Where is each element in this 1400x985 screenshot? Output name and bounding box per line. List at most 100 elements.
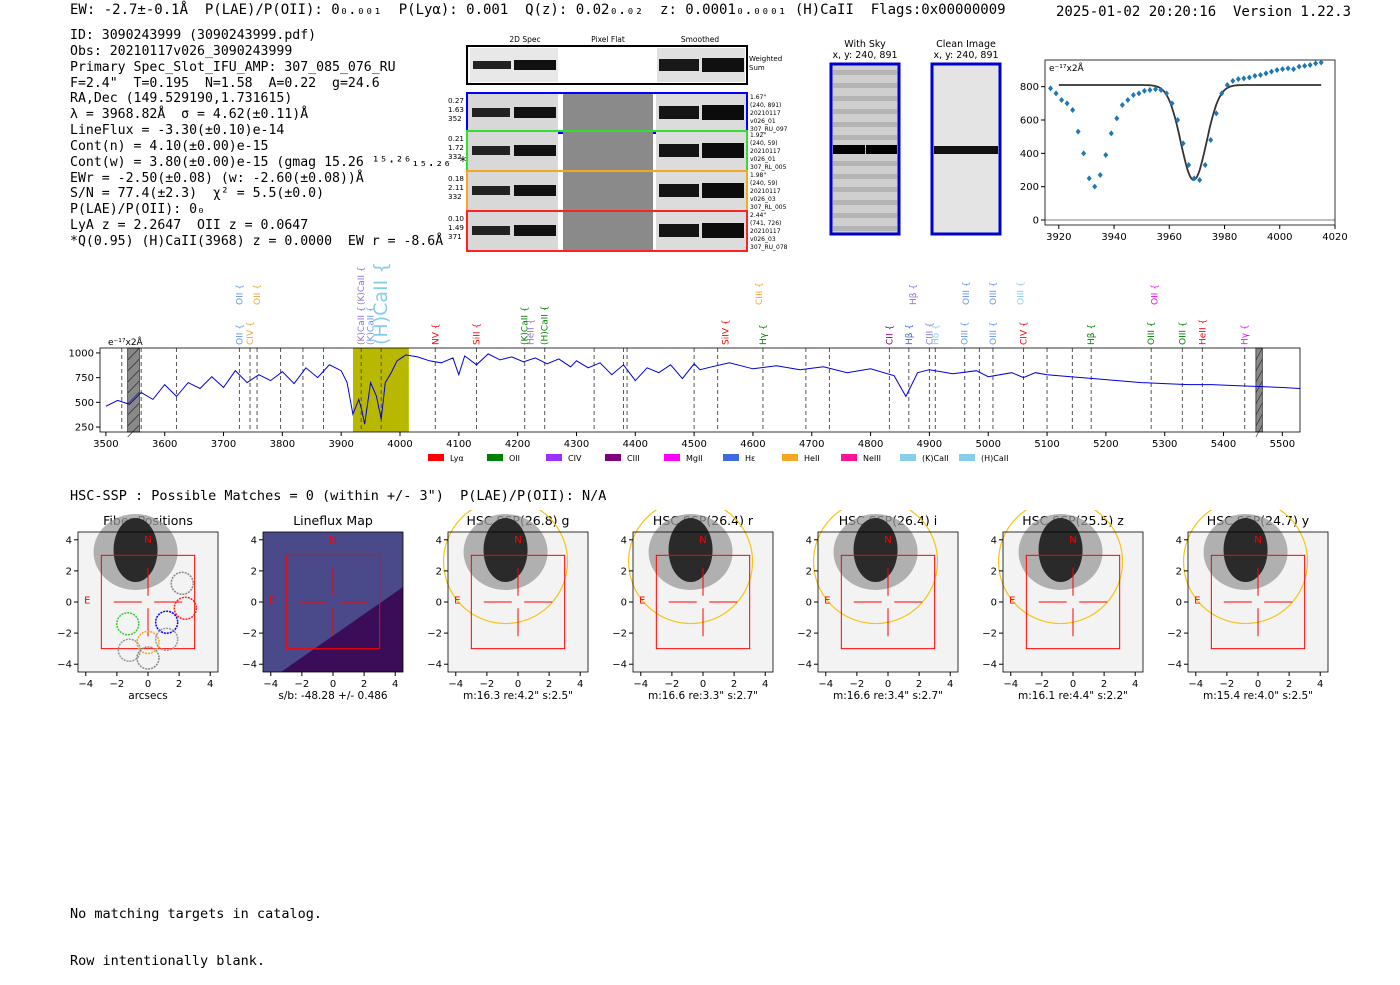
hatch-line <box>1255 347 1263 361</box>
x-tick-label: 4 <box>947 679 953 690</box>
cutout-row-meta: v026_03 <box>750 196 776 203</box>
x-tick-label: 3800 <box>270 439 295 450</box>
data-point <box>1208 137 1214 143</box>
hatch-line <box>127 413 140 427</box>
data-point <box>1252 72 1258 79</box>
data-point <box>1086 175 1092 182</box>
x-tick-label: −2 <box>665 679 680 690</box>
x-tick-label: −2 <box>110 679 125 690</box>
panel-caption: s/b: -48.28 +/- 0.486 <box>278 690 388 702</box>
cutout-row-stat: 0.27 <box>448 96 464 105</box>
compass-north: N <box>514 535 521 546</box>
info-line: Cont(w) = 3.80(±0.00)e-15 (gmag 15.26 ¹⁵… <box>70 154 475 170</box>
cutout-row-meta: 1.67" <box>750 94 766 101</box>
galaxy-core <box>113 518 158 582</box>
y-tick-label: 4 <box>991 535 997 546</box>
legend-label: CIII <box>627 454 640 463</box>
legend-swatch <box>428 454 444 461</box>
sky-stripe <box>833 96 897 101</box>
x-tick-label: 3600 <box>152 439 177 450</box>
pixel-flat-panel <box>563 132 653 170</box>
aperture-circle <box>627 510 754 625</box>
legend-swatch <box>782 454 798 461</box>
line-id-label: OII { <box>235 324 245 345</box>
y-tick-label: −2 <box>612 629 627 640</box>
hatch-line <box>127 391 140 405</box>
x-tick-label: −2 <box>1220 679 1235 690</box>
line-id-label: OIII { <box>961 321 971 345</box>
spec-2d-trace <box>472 108 510 117</box>
cutout-row-stat: 332 <box>448 192 462 201</box>
cutout-row-stat: 1.49 <box>448 223 464 232</box>
x-tick-label: 2 <box>916 679 922 690</box>
sky-stripe <box>833 174 897 179</box>
y-tick-label: 400 <box>1020 149 1039 160</box>
image-panel: Lineflux Map N E −4 −4 −2 −2 0 0 2 2 4 4 s/b: -48.28 … <box>242 513 404 702</box>
x-tick-label: 2 <box>1286 679 1292 690</box>
with-sky-coords: x, y: 240, 891 <box>832 50 897 61</box>
clean-image-title: Clean Image <box>936 39 996 50</box>
info-line: LineFlux = -3.30(±0.10)e-14 <box>70 123 285 139</box>
spec-2d-trace <box>514 145 556 156</box>
cutout-row-stat: 0.18 <box>448 174 464 183</box>
info-line: *Q(0.95) (H)CaII(3968) z = 0.0000 EW r =… <box>70 233 444 249</box>
y-tick-label: 0 <box>251 598 257 609</box>
data-point <box>1048 85 1054 92</box>
hatch-line <box>127 369 140 383</box>
legend-label: (H)CaII <box>981 454 1008 463</box>
x-tick-label: 4300 <box>564 439 589 450</box>
zoom-fit-chart: 0 200 400 600 800 3920 3940 3960 3980 4000 4020 e⁻¹… <box>1020 59 1348 240</box>
x-tick-label: −2 <box>480 679 495 690</box>
cutout-row-meta: 1.92" <box>750 132 766 139</box>
x-tick-label: 4100 <box>446 439 471 450</box>
compass-north: N <box>329 535 336 546</box>
x-tick-label: 2 <box>731 679 737 690</box>
x-tick-label: 4900 <box>917 439 942 450</box>
line-id-label: SiIV { <box>721 319 731 345</box>
hatch-line <box>1255 369 1263 383</box>
x-tick-label: 2 <box>361 679 367 690</box>
y-tick-label: 4 <box>1176 535 1182 546</box>
x-tick-label: 3980 <box>1212 232 1237 240</box>
cutout-row-stat: 2.11 <box>448 183 464 192</box>
data-point <box>1169 100 1175 107</box>
cutout-row-meta: (741, 726) <box>750 220 781 227</box>
line-id-label: (K)CaII { <box>357 266 367 305</box>
panel-caption: m:16.1 re:4.4" s:2.2" <box>1018 690 1128 702</box>
y-tick-label: 250 <box>75 423 94 434</box>
line-id-label: (K)CaII { <box>357 306 367 345</box>
data-point <box>1235 76 1241 83</box>
info-line: λ = 3968.82Å σ = 4.62(±0.11)Å <box>70 107 309 123</box>
x-tick-label: 3700 <box>211 439 236 450</box>
info-line: Primary Spec_Slot_IFU_AMP: 307_085_076_R… <box>70 59 396 75</box>
x-tick-label: 0 <box>885 679 891 690</box>
data-point <box>1302 62 1308 69</box>
hatch-line <box>1255 413 1263 427</box>
y-tick-label: 600 <box>1020 116 1039 127</box>
cutout-grid: 2D Spec Pixel Flat Smoothed Weighted Sum… <box>448 35 788 252</box>
data-point <box>1164 90 1170 97</box>
line-id-label: Hβ { <box>1087 324 1097 345</box>
data-point <box>1064 100 1070 107</box>
line-id-label: OIII { <box>1017 281 1027 305</box>
compass-east: E <box>639 596 645 607</box>
data-point <box>1280 66 1286 73</box>
x-tick-label: 4020 <box>1322 232 1347 240</box>
hatch-line <box>127 358 140 372</box>
compass-north: N <box>1254 535 1261 546</box>
compass-east: E <box>454 596 460 607</box>
line-id-label: OII { <box>235 284 245 305</box>
x-tick-label: 4400 <box>623 439 648 450</box>
hatch-line <box>1255 402 1263 416</box>
compass-east: E <box>824 596 830 607</box>
cutout-row-meta: (240, 59) <box>750 180 778 187</box>
cutout-row-meta: 20210117 <box>750 228 781 235</box>
x-tick-label: 4 <box>392 679 398 690</box>
search-box <box>1025 554 1121 650</box>
line-id-label: OII { <box>1151 284 1161 305</box>
